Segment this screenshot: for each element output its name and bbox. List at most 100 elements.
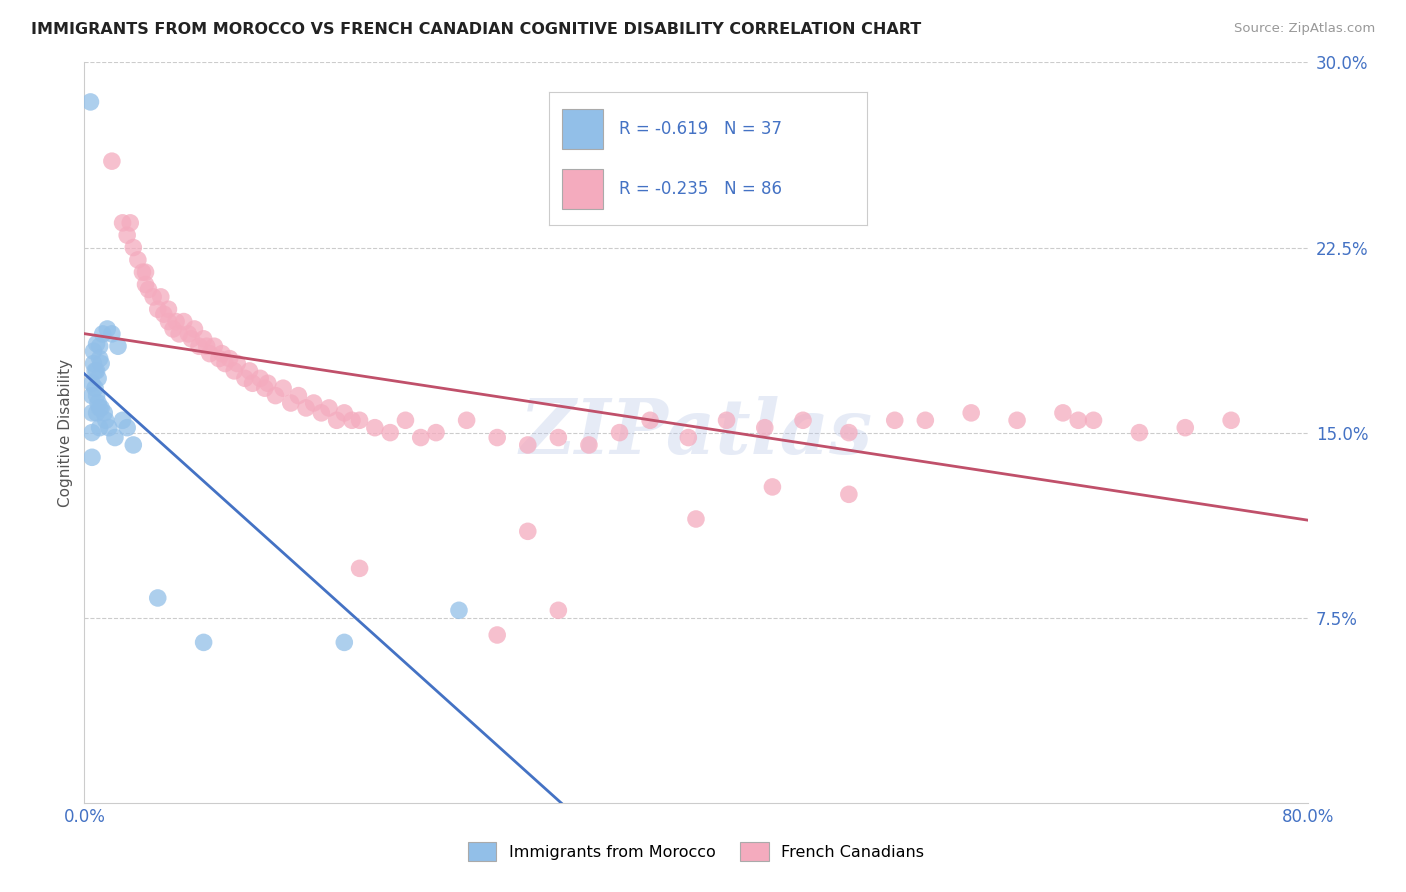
Point xyxy=(149,290,172,304)
Point xyxy=(195,339,218,353)
Point xyxy=(249,371,271,385)
Point xyxy=(257,376,280,391)
Point xyxy=(89,339,111,353)
Point xyxy=(111,413,134,427)
Point xyxy=(188,339,211,353)
Point xyxy=(115,228,138,243)
Point xyxy=(80,376,103,391)
Point xyxy=(302,396,325,410)
Point xyxy=(173,314,195,328)
Point xyxy=(242,376,264,391)
Point xyxy=(638,413,661,427)
Point xyxy=(883,413,905,427)
Point xyxy=(162,322,184,336)
Point xyxy=(754,420,776,434)
Point xyxy=(87,396,110,410)
Point xyxy=(183,322,205,336)
Point xyxy=(91,326,114,341)
Point xyxy=(89,420,111,434)
Point xyxy=(340,413,363,427)
Point xyxy=(83,357,105,371)
Point xyxy=(1128,425,1150,440)
Point xyxy=(287,388,309,402)
Point xyxy=(208,351,231,366)
Point xyxy=(838,425,860,440)
Point xyxy=(960,406,983,420)
Point xyxy=(153,307,176,321)
Point xyxy=(177,326,200,341)
Text: Source: ZipAtlas.com: Source: ZipAtlas.com xyxy=(1234,22,1375,36)
Point xyxy=(115,420,138,434)
Point xyxy=(226,357,249,371)
Point xyxy=(107,339,129,353)
Point xyxy=(394,413,416,427)
Point xyxy=(89,351,111,366)
Point xyxy=(486,431,509,445)
Point xyxy=(142,290,165,304)
Point xyxy=(409,431,432,445)
Point xyxy=(1052,406,1074,420)
Point xyxy=(516,438,538,452)
Point xyxy=(84,381,107,395)
Point xyxy=(678,431,700,445)
Point xyxy=(135,265,157,279)
Point xyxy=(547,431,569,445)
Point xyxy=(193,332,215,346)
Point xyxy=(238,364,260,378)
Point xyxy=(1005,413,1028,427)
Point xyxy=(280,396,302,410)
Point xyxy=(101,326,124,341)
Point xyxy=(80,388,103,402)
Point xyxy=(456,413,478,427)
Point xyxy=(86,336,108,351)
Point xyxy=(80,450,103,465)
Point xyxy=(165,314,187,328)
Point xyxy=(79,95,101,109)
Point xyxy=(97,420,120,434)
Point xyxy=(333,406,356,420)
Point xyxy=(146,591,169,605)
Point xyxy=(447,603,470,617)
Point xyxy=(80,425,103,440)
Point xyxy=(380,425,402,440)
Point xyxy=(311,406,333,420)
Point xyxy=(83,344,105,359)
Point xyxy=(425,425,447,440)
Point xyxy=(101,154,124,169)
Point xyxy=(224,364,246,378)
Point xyxy=(94,413,117,427)
Point xyxy=(84,364,107,378)
Point xyxy=(211,346,233,360)
Point xyxy=(111,216,134,230)
Text: ZIPatlas: ZIPatlas xyxy=(519,396,873,469)
Point xyxy=(202,339,225,353)
Point xyxy=(838,487,860,501)
Point xyxy=(792,413,814,427)
Legend: Immigrants from Morocco, French Canadians: Immigrants from Morocco, French Canadian… xyxy=(460,834,932,869)
Point xyxy=(685,512,707,526)
Point xyxy=(214,357,236,371)
Point xyxy=(198,346,221,360)
Point xyxy=(349,413,371,427)
Point xyxy=(264,388,287,402)
Point xyxy=(193,635,215,649)
Point xyxy=(90,401,112,415)
Point xyxy=(1067,413,1090,427)
Point xyxy=(122,240,145,255)
Point xyxy=(122,438,145,452)
Point xyxy=(716,413,738,427)
Text: IMMIGRANTS FROM MOROCCO VS FRENCH CANADIAN COGNITIVE DISABILITY CORRELATION CHAR: IMMIGRANTS FROM MOROCCO VS FRENCH CANADI… xyxy=(31,22,921,37)
Point xyxy=(96,322,118,336)
Point xyxy=(120,216,142,230)
Point xyxy=(1220,413,1243,427)
Point xyxy=(516,524,538,539)
Point xyxy=(157,302,180,317)
Point xyxy=(146,302,169,317)
Point xyxy=(233,371,256,385)
Point xyxy=(486,628,509,642)
Point xyxy=(349,561,371,575)
Point xyxy=(547,603,569,617)
Point xyxy=(80,406,103,420)
Point xyxy=(318,401,340,415)
Point xyxy=(86,364,108,378)
